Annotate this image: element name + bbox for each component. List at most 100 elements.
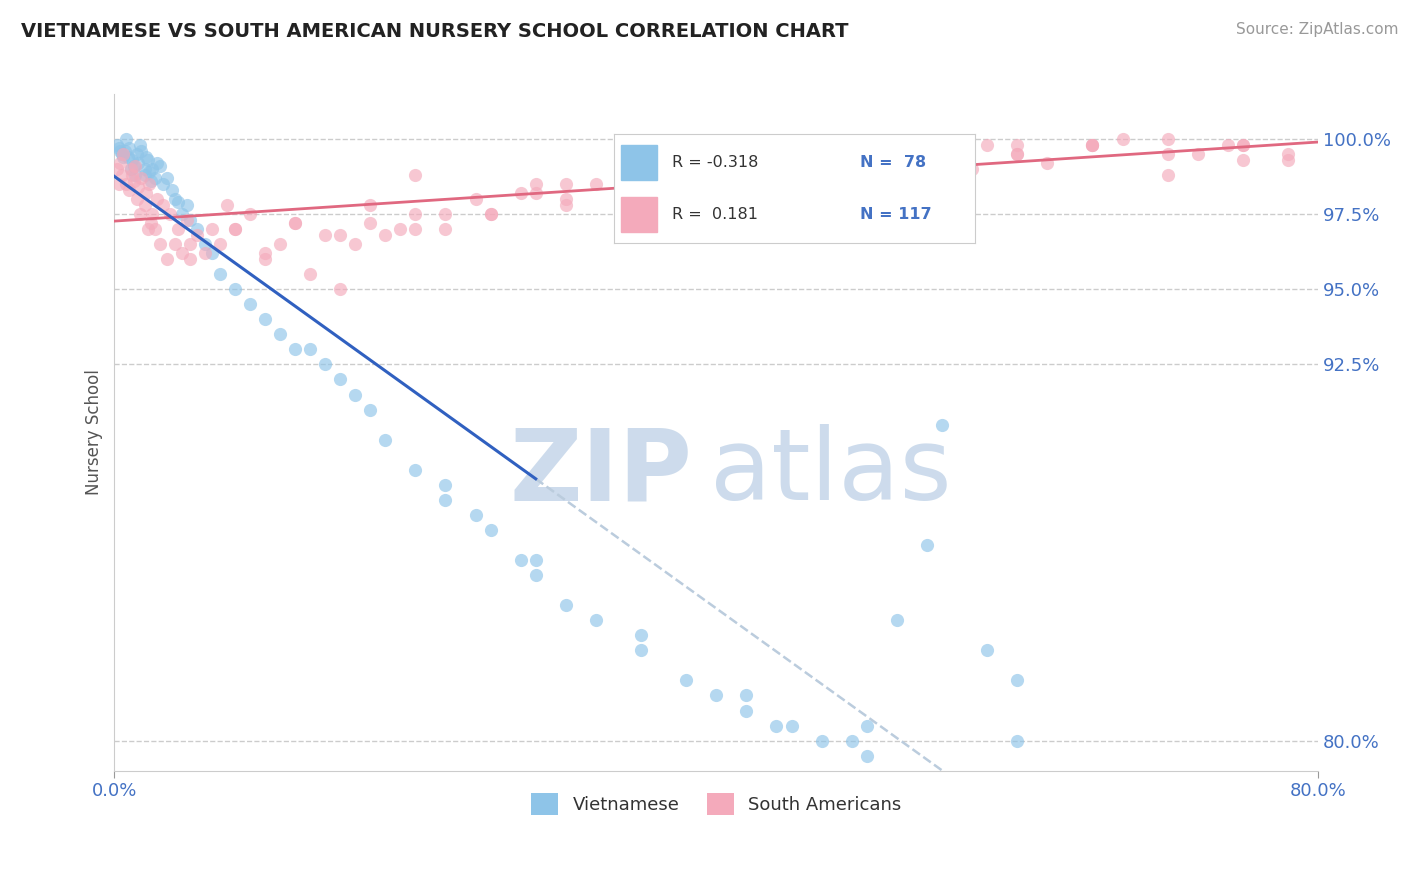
Point	[125, 192, 148, 206]
Point	[224, 282, 246, 296]
Point	[115, 177, 138, 191]
Point	[374, 227, 396, 242]
Point	[201, 246, 224, 260]
Y-axis label: Nursery School: Nursery School	[86, 369, 103, 495]
Point	[159, 207, 181, 221]
Point	[1216, 137, 1239, 152]
Point	[509, 553, 531, 567]
Point	[524, 568, 547, 582]
Point	[179, 252, 201, 266]
Text: Source: ZipAtlas.com: Source: ZipAtlas.com	[1236, 22, 1399, 37]
Point	[152, 177, 174, 191]
Point	[134, 161, 156, 176]
Point	[115, 132, 138, 146]
Point	[1156, 168, 1178, 182]
Point	[194, 237, 217, 252]
Point	[253, 252, 276, 266]
Point	[122, 159, 145, 173]
Point	[434, 207, 457, 221]
Point	[284, 216, 307, 230]
Point	[404, 207, 426, 221]
Point	[163, 237, 186, 252]
Point	[112, 150, 135, 164]
Point	[1081, 137, 1104, 152]
Point	[886, 613, 908, 627]
Point	[1081, 137, 1104, 152]
Point	[960, 161, 983, 176]
Point	[931, 161, 953, 176]
Point	[810, 733, 832, 747]
Point	[329, 372, 352, 386]
Point	[855, 748, 877, 763]
Point	[915, 538, 938, 552]
Point	[675, 177, 697, 191]
Point	[143, 170, 166, 185]
Point	[127, 180, 149, 194]
Point	[217, 198, 239, 212]
Point	[614, 177, 637, 191]
Point	[359, 216, 381, 230]
Point	[464, 192, 486, 206]
Point	[172, 207, 194, 221]
Point	[112, 146, 135, 161]
Point	[585, 613, 607, 627]
Point	[114, 144, 136, 158]
Point	[186, 227, 208, 242]
Point	[176, 213, 198, 227]
Point	[208, 237, 231, 252]
Point	[329, 282, 352, 296]
Point	[179, 237, 201, 252]
Point	[284, 216, 307, 230]
Point	[585, 177, 607, 191]
Point	[1005, 733, 1028, 747]
Point	[120, 161, 142, 176]
Point	[179, 213, 201, 227]
Point	[404, 463, 426, 477]
Point	[901, 146, 924, 161]
Point	[359, 198, 381, 212]
Point	[404, 222, 426, 236]
Point	[110, 144, 132, 158]
Point	[208, 267, 231, 281]
Point	[404, 168, 426, 182]
Point	[138, 165, 160, 179]
Point	[110, 156, 132, 170]
Point	[127, 156, 149, 170]
Point	[156, 170, 179, 185]
Point	[141, 161, 163, 176]
Point	[359, 402, 381, 417]
Point	[107, 161, 129, 176]
Point	[135, 186, 157, 200]
Point	[886, 146, 908, 161]
Text: VIETNAMESE VS SOUTH AMERICAN NURSERY SCHOOL CORRELATION CHART: VIETNAMESE VS SOUTH AMERICAN NURSERY SCH…	[21, 22, 849, 41]
Point	[269, 327, 291, 342]
Point	[976, 643, 998, 657]
Point	[129, 207, 152, 221]
Point	[1232, 153, 1254, 167]
Point	[163, 192, 186, 206]
Point	[374, 433, 396, 447]
Point	[269, 237, 291, 252]
Point	[434, 222, 457, 236]
Point	[389, 222, 412, 236]
Point	[139, 216, 162, 230]
Point	[931, 153, 953, 167]
Point	[136, 222, 159, 236]
Point	[524, 186, 547, 200]
Point	[479, 207, 502, 221]
Point	[1036, 156, 1059, 170]
Point	[253, 246, 276, 260]
Point	[524, 553, 547, 567]
Point	[765, 177, 787, 191]
Point	[1232, 137, 1254, 152]
Point	[148, 159, 170, 173]
Text: ZIP: ZIP	[509, 425, 692, 521]
Point	[675, 673, 697, 688]
Point	[976, 137, 998, 152]
Point	[124, 168, 146, 182]
Point	[630, 643, 652, 657]
Point	[434, 492, 457, 507]
Point	[224, 222, 246, 236]
Point	[344, 387, 367, 401]
Point	[855, 718, 877, 732]
